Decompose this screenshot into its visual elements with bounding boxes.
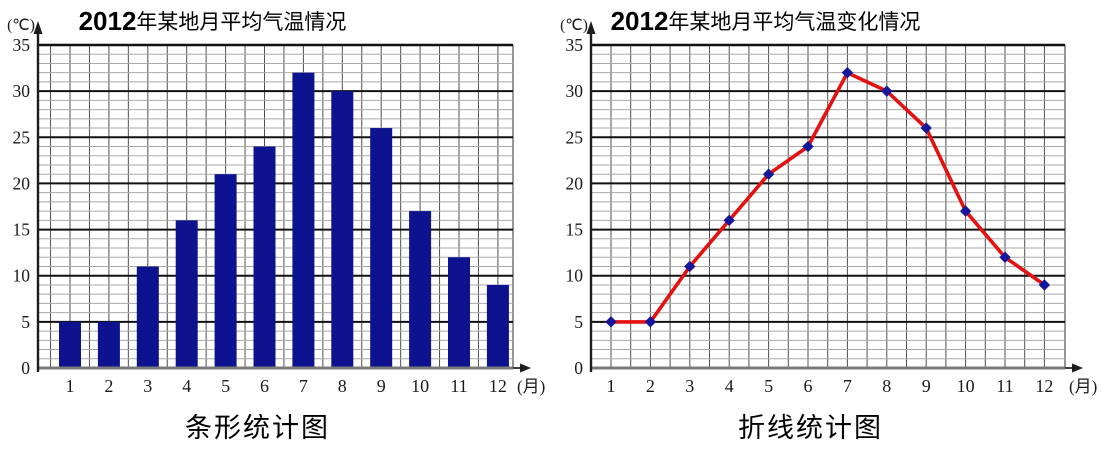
x-tick-label: 5 — [221, 376, 230, 396]
x-tick-label: 12 — [1035, 376, 1053, 396]
bar-month-8 — [331, 91, 354, 369]
data-point-month-11 — [999, 251, 1011, 263]
x-tick-label: 9 — [377, 376, 386, 396]
x-unit-label: (月) — [1069, 377, 1097, 396]
x-tick-label: 7 — [843, 376, 852, 396]
data-point-month-6 — [802, 140, 814, 153]
x-axis-arrow-icon — [1072, 363, 1083, 373]
x-tick-label: 5 — [764, 376, 773, 396]
y-tick-label: 0 — [574, 358, 583, 378]
y-tick-label: 20 — [566, 173, 584, 193]
x-tick-label: 9 — [922, 376, 931, 396]
y-axis-arrow-icon — [586, 21, 596, 34]
bar-chart-panel: 2012年某地月平均气温情况 0 5 10 15 20 25 30 35 1 2 3 4 5 6 7 8 9 10… — [7, 6, 545, 443]
line-chart-panel: 2012年某地月平均气温变化情况 0 5 10 15 20 25 30 35 1 2 3 4 5 6 7 8 9… — [553, 0, 1106, 456]
y-tick-label: 20 — [13, 173, 31, 193]
line-chart-title: 2012年某地月平均气温变化情况 — [593, 6, 938, 37]
x-tick-label: 4 — [725, 376, 734, 396]
x-tick-label: 10 — [957, 376, 975, 396]
bar-month-9 — [370, 128, 393, 368]
y-unit-label: (℃) — [7, 17, 35, 34]
temperature-line — [609, 70, 1047, 324]
x-tick-label: 6 — [804, 376, 813, 396]
x-tick-label: 11 — [450, 376, 467, 396]
y-tick-label: 10 — [566, 266, 584, 286]
x-tick-label: 12 — [489, 376, 507, 396]
x-tick-label: 2 — [646, 376, 655, 396]
bar-month-12 — [486, 284, 509, 368]
y-tick-label: 5 — [21, 312, 30, 332]
y-tick-label: 5 — [574, 312, 583, 332]
line-chart-title-year: 2012 — [610, 6, 669, 36]
bar-month-1 — [59, 321, 81, 368]
bar-month-3 — [136, 266, 159, 368]
y-tick-label: 30 — [566, 81, 584, 101]
x-tick-label: 6 — [260, 376, 269, 396]
bar-month-2 — [97, 321, 120, 368]
y-tick-label: 35 — [13, 35, 31, 55]
x-tick-label: 4 — [182, 376, 191, 396]
line-chart-title-text: 年某地月平均气温变化情况 — [668, 10, 921, 34]
x-tick-label: 3 — [685, 376, 694, 396]
data-point-month-12 — [1038, 279, 1051, 291]
y-tick-label: 10 — [13, 266, 31, 286]
bar-month-5 — [214, 174, 237, 368]
bar-chart-title-text: 年某地月平均气温情况 — [136, 10, 347, 34]
y-tick-label: 15 — [566, 220, 584, 240]
x-tick-label: 7 — [299, 376, 308, 396]
x-tick-label: 1 — [66, 376, 75, 396]
y-tick-label: 25 — [566, 127, 584, 147]
x-axis-arrow-icon — [520, 363, 531, 373]
x-tick-label: 3 — [143, 376, 152, 396]
bar-chart-title: 2012年某地月平均气温情况 — [40, 6, 385, 37]
y-tick-label: 0 — [21, 358, 30, 378]
x-tick-label: 8 — [338, 376, 347, 396]
y-tick-label: 15 — [13, 220, 31, 240]
bar-month-10 — [409, 211, 432, 368]
y-unit-label: (℃) — [560, 17, 588, 34]
x-tick-label: 8 — [882, 376, 891, 396]
y-tick-label: 35 — [566, 35, 584, 55]
line-chart-caption: 折线统计图 — [738, 413, 883, 443]
bar-month-4 — [175, 220, 198, 368]
y-tick-label: 25 — [13, 127, 31, 147]
bar-chart-caption: 条形统计图 — [185, 413, 330, 443]
x-unit-label: (月) — [517, 377, 545, 396]
data-point-month-10 — [959, 205, 972, 217]
bar-chart-title-year: 2012 — [78, 6, 137, 36]
data-point-month-5 — [762, 168, 775, 180]
y-tick-label: 30 — [13, 81, 31, 101]
bar-month-7 — [292, 72, 315, 368]
x-tick-label: 11 — [996, 376, 1013, 396]
x-tick-label: 10 — [411, 376, 429, 396]
bar-month-6 — [253, 146, 276, 368]
x-tick-label: 2 — [104, 376, 113, 396]
x-tick-label: 1 — [607, 376, 616, 396]
bar-month-11 — [448, 257, 470, 368]
data-point-month-1 — [605, 316, 617, 328]
data-point-month-7 — [841, 66, 854, 79]
y-axis-arrow-icon — [33, 21, 43, 34]
